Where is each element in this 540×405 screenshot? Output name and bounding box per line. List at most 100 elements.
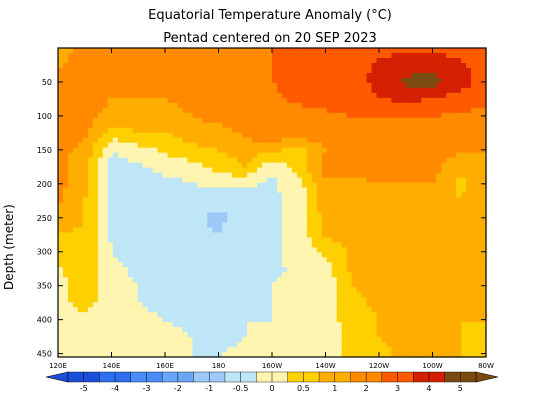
- heatmap-cell: [301, 117, 308, 124]
- heatmap-cell: [62, 137, 69, 144]
- heatmap-cell: [346, 227, 353, 233]
- heatmap-cell: [112, 152, 119, 159]
- heatmap-cell: [167, 227, 174, 233]
- heatmap-cell: [187, 252, 193, 258]
- heatmap-cell: [326, 187, 333, 194]
- heatmap-cell: [232, 227, 238, 233]
- heatmap-cell: [346, 147, 353, 154]
- heatmap-cell: [406, 92, 412, 99]
- heatmap-cell: [331, 267, 338, 273]
- heatmap-cell: [381, 197, 388, 204]
- heatmap-cell: [172, 102, 179, 109]
- heatmap-cell: [421, 112, 427, 119]
- heatmap-cell: [62, 177, 69, 184]
- heatmap-cell: [476, 87, 482, 94]
- heatmap-cell: [316, 217, 323, 224]
- heatmap-cell: [461, 237, 467, 243]
- heatmap-cell: [381, 212, 388, 219]
- heatmap-cell: [446, 62, 452, 69]
- heatmap-cell: [197, 142, 203, 149]
- heatmap-cell: [107, 147, 114, 154]
- heatmap-cell: [286, 247, 293, 253]
- heatmap-cell: [466, 137, 472, 144]
- heatmap-cell: [306, 287, 313, 293]
- heatmap-cell: [391, 247, 398, 253]
- heatmap-cell: [371, 82, 378, 89]
- heatmap-cell: [157, 177, 164, 184]
- heatmap-cell: [58, 182, 64, 189]
- heatmap-cell: [416, 102, 422, 109]
- heatmap-cell: [381, 72, 388, 79]
- heatmap-cell: [272, 122, 278, 129]
- heatmap-cell: [72, 157, 79, 164]
- heatmap-cell: [431, 67, 437, 74]
- heatmap-cell: [461, 97, 467, 104]
- heatmap-cell: [157, 292, 164, 298]
- heatmap-cell: [451, 307, 457, 313]
- heatmap-cell: [267, 192, 273, 199]
- heatmap-cell: [446, 82, 452, 89]
- heatmap-cell: [167, 267, 174, 273]
- heatmap-cell: [262, 317, 268, 323]
- heatmap-cell: [187, 217, 193, 224]
- heatmap-cell: [162, 117, 169, 124]
- heatmap-cell: [252, 272, 258, 278]
- heatmap-cell: [182, 172, 188, 179]
- heatmap-cell: [252, 147, 258, 154]
- heatmap-cell: [456, 307, 462, 313]
- heatmap-cell: [311, 127, 318, 134]
- heatmap-cell: [187, 48, 193, 54]
- heatmap-cell: [58, 137, 64, 144]
- heatmap-cell: [371, 182, 378, 189]
- heatmap-cell: [172, 57, 179, 64]
- heatmap-cell: [391, 127, 398, 134]
- heatmap-cell: [341, 137, 348, 144]
- heatmap-cell: [242, 147, 248, 154]
- heatmap-cell: [301, 127, 308, 134]
- heatmap-cell: [356, 217, 363, 224]
- heatmap-cell: [376, 132, 383, 139]
- heatmap-cell: [341, 272, 348, 278]
- heatmap-cell: [187, 247, 193, 253]
- heatmap-cell: [401, 182, 407, 189]
- heatmap-cell: [331, 252, 338, 258]
- heatmap-cell: [431, 192, 437, 199]
- heatmap-cell: [301, 187, 308, 194]
- heatmap-cell: [481, 277, 487, 283]
- heatmap-cell: [112, 272, 119, 278]
- heatmap-cell: [401, 272, 407, 278]
- heatmap-cell: [481, 212, 487, 219]
- heatmap-cell: [127, 322, 134, 328]
- heatmap-cell: [152, 232, 159, 238]
- heatmap-cell: [67, 72, 74, 79]
- heatmap-cell: [172, 262, 179, 268]
- heatmap-cell: [321, 232, 328, 238]
- heatmap-cell: [406, 52, 412, 59]
- heatmap-cell: [262, 282, 268, 288]
- heatmap-cell: [466, 157, 472, 164]
- heatmap-cell: [107, 212, 114, 219]
- heatmap-cell: [316, 127, 323, 134]
- heatmap-cell: [331, 72, 338, 79]
- heatmap-cell: [242, 332, 248, 338]
- heatmap-cell: [361, 132, 368, 139]
- heatmap-cell: [157, 127, 164, 134]
- heatmap-cell: [187, 237, 193, 243]
- heatmap-cell: [426, 107, 432, 114]
- heatmap-cell: [316, 157, 323, 164]
- heatmap-cell: [232, 257, 238, 263]
- heatmap-cell: [222, 272, 228, 278]
- heatmap-cell: [247, 247, 253, 253]
- heatmap-cell: [202, 207, 208, 214]
- heatmap-cell: [237, 257, 243, 263]
- heatmap-cell: [306, 132, 313, 139]
- heatmap-cell: [217, 167, 223, 174]
- heatmap-cell: [476, 277, 482, 283]
- heatmap-cell: [436, 167, 442, 174]
- heatmap-cell: [396, 52, 402, 59]
- heatmap-cell: [416, 282, 422, 288]
- heatmap-cell: [396, 187, 402, 194]
- heatmap-cell: [257, 207, 263, 214]
- heatmap-cell: [227, 122, 233, 129]
- heatmap-cell: [77, 212, 84, 219]
